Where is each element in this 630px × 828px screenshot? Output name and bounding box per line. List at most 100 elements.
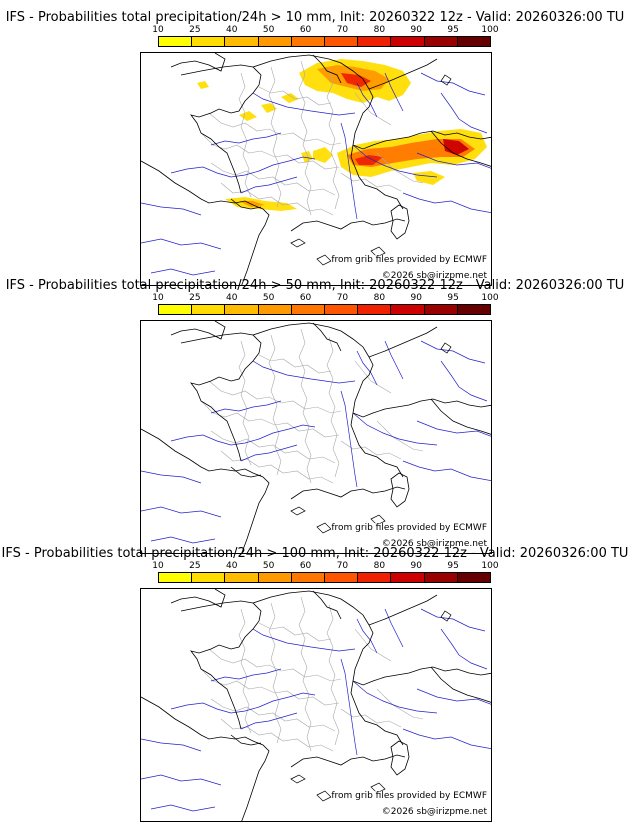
- region-boundary: [210, 430, 336, 464]
- colorbar-tick-label: 40: [226, 561, 238, 571]
- island: [440, 610, 452, 622]
- colorbar-segment: [258, 573, 292, 582]
- corsica-coastline: [390, 204, 410, 240]
- colorbar-tick-label: 90: [410, 25, 422, 35]
- region-boundary: [376, 688, 424, 720]
- river: [170, 424, 316, 446]
- river: [420, 340, 486, 364]
- colorbar-segment: [192, 573, 226, 582]
- colorbar-segment: [192, 37, 226, 46]
- island: [440, 342, 452, 354]
- river: [384, 340, 404, 380]
- colorbar-tick-label: 100: [481, 561, 499, 571]
- colorbar-tick-label: 25: [189, 25, 201, 35]
- river: [440, 628, 488, 670]
- colorbar-tick-label: 50: [262, 293, 275, 303]
- precip-area: [239, 111, 257, 121]
- river: [210, 400, 282, 414]
- region-boundary: [376, 420, 424, 452]
- region-boundary: [200, 132, 340, 170]
- colorbar-tick-label: 10: [152, 293, 164, 303]
- colorbar-segment: [358, 37, 392, 46]
- colorbar-segment: [291, 305, 326, 314]
- country-border: [352, 398, 491, 418]
- country-border: [430, 398, 491, 435]
- country-border: [312, 322, 342, 352]
- colorbar-tick-label: 40: [226, 25, 238, 35]
- country-border: [312, 54, 342, 84]
- panel-title: IFS - Probabilities total precipitation/…: [1, 546, 629, 561]
- colorbar-segment: [258, 305, 292, 314]
- colorbar-tick-label: 70: [336, 25, 349, 35]
- river: [252, 628, 356, 652]
- island: [440, 74, 452, 86]
- colorbar-segment: [457, 573, 491, 582]
- river: [402, 192, 491, 213]
- river: [170, 156, 316, 178]
- colorbar-ticks: 10 25 40 50 60 70 80 90 95 100: [152, 25, 498, 35]
- region-boundary: [340, 708, 402, 728]
- coastline: [290, 754, 406, 768]
- country-border: [352, 666, 491, 686]
- river: [340, 122, 358, 220]
- country-border: [252, 322, 374, 414]
- data-source-credit: from grib files provided by ECMWF: [331, 523, 487, 534]
- precip-area: [239, 201, 265, 207]
- country-border: [252, 590, 374, 682]
- river: [420, 608, 486, 632]
- coastline: [180, 64, 262, 194]
- colorbar-segment: [291, 573, 326, 582]
- country-border: [230, 466, 262, 478]
- river: [210, 132, 282, 146]
- corsica-coastline: [390, 472, 410, 508]
- region-boundary: [210, 698, 336, 732]
- panel-title: IFS - Probabilities total precipitation/…: [5, 278, 625, 293]
- colorbar-tick-label: 10: [152, 561, 164, 571]
- region-boundary: [200, 400, 340, 438]
- france-map: [141, 53, 491, 285]
- region-boundary: [208, 380, 342, 414]
- river: [150, 536, 216, 544]
- colorbar-tick-label: 50: [262, 25, 275, 35]
- region-boundary: [354, 360, 392, 394]
- region-boundary: [208, 112, 342, 146]
- colorbar-tick-label: 70: [336, 293, 349, 303]
- colorbar-segment: [225, 573, 259, 582]
- precip-area: [301, 151, 313, 163]
- colorbar-segment: [159, 37, 193, 46]
- island: [290, 238, 306, 248]
- colorbar-segment: [225, 37, 259, 46]
- colorbar-tick-label: 90: [410, 293, 422, 303]
- river: [252, 92, 356, 116]
- river: [141, 470, 202, 484]
- copyright-credit: ©2026 sb@irizpme.net: [381, 271, 487, 282]
- colorbar-segment: [159, 305, 193, 314]
- colorbar-tick-label: 95: [447, 561, 459, 571]
- coastline: [170, 321, 226, 340]
- coastline: [141, 160, 270, 285]
- country-border: [350, 144, 404, 210]
- island: [316, 790, 332, 802]
- river: [352, 144, 438, 178]
- colorbar-segment: [159, 573, 193, 582]
- country-border: [252, 54, 374, 146]
- data-source-credit: from grib files provided by ECMWF: [331, 791, 487, 802]
- region-boundary: [200, 668, 340, 706]
- colorbar-segment: [391, 305, 425, 314]
- river: [240, 712, 298, 730]
- region-boundary: [238, 340, 252, 466]
- river: [210, 668, 282, 682]
- region-boundary: [220, 718, 334, 752]
- country-border: [368, 58, 438, 90]
- region-boundary: [238, 72, 252, 198]
- colorbar-segment: [358, 305, 392, 314]
- river: [150, 268, 216, 276]
- island: [316, 522, 332, 534]
- region-boundary: [268, 334, 282, 476]
- country-border: [368, 594, 438, 626]
- precip-area: [355, 155, 383, 165]
- colorbar-tick-label: 100: [481, 25, 499, 35]
- region-boundary: [326, 336, 340, 478]
- colorbar-tick-label: 70: [336, 561, 349, 571]
- river: [384, 72, 404, 112]
